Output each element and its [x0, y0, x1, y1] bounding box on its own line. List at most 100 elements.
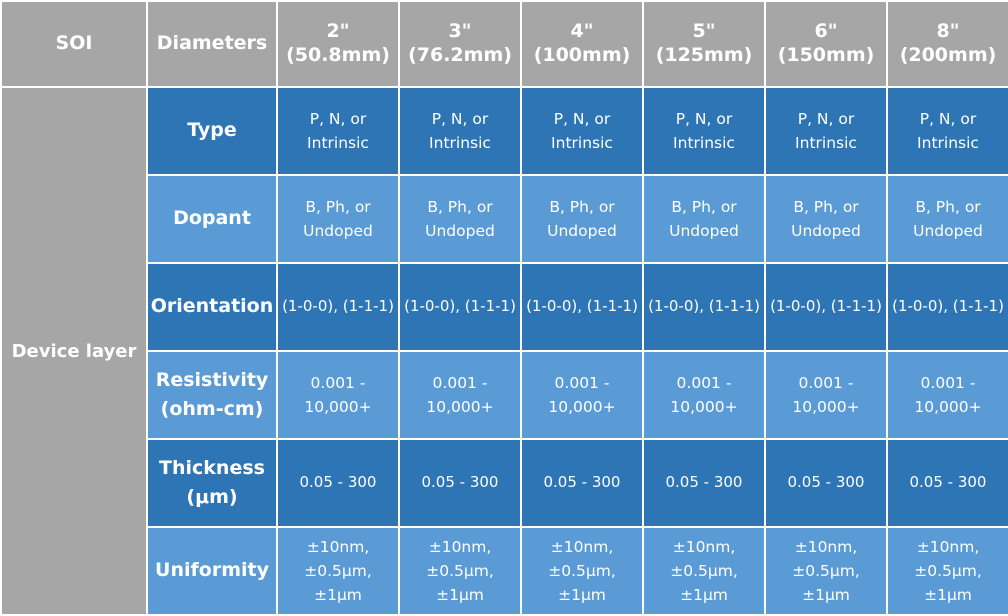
col-size: 2" [326, 20, 350, 43]
spec-value-line: Undoped [913, 222, 983, 240]
spec-value-line: P, N, or [431, 109, 489, 128]
spec-row: Thickness (μm) 0.05 - 300 0.05 - 300 0.05 - … [1, 438, 1008, 528]
spec-value-line: 10,000+ [670, 398, 738, 416]
spec-value-line: (1-0-0), (1-1-1) [892, 297, 1004, 316]
row-label-line: Thickness [159, 456, 265, 479]
spec-value-cell: 0.05 - 300 [398, 438, 522, 528]
spec-value-line: Undoped [303, 222, 373, 240]
spec-value-line: ±10nm, [672, 537, 736, 556]
spec-value-cell: (1-0-0), (1-1-1) [642, 262, 766, 352]
spec-value-cell: 0.001 - 10,000+ [398, 350, 522, 440]
spec-value-line: Intrinsic [673, 134, 735, 152]
col-header-6in: 6" (150mm) [764, 0, 888, 88]
spec-row: Resistivity (ohm-cm) 0.001 - 10,000+ 0.001 -… [1, 350, 1008, 440]
col-metric: (150mm) [777, 44, 875, 66]
spec-value-line: P, N, or [675, 109, 733, 128]
spec-row: Uniformity ±10nm, ±0.5μm, ±1μm ±10nm, ±0.5μm… [1, 526, 1008, 616]
corner-label: SOI [0, 0, 148, 88]
spec-value-line: ±10nm, [428, 537, 492, 556]
spec-value-line: B, Ph, or [671, 197, 737, 216]
col-header-5in: 5" (125mm) [642, 0, 766, 88]
spec-value-line: B, Ph, or [793, 197, 859, 216]
spec-value-cell: P, N, or Intrinsic [276, 86, 400, 176]
col-metric: (200mm) [899, 44, 997, 66]
spec-value-line: ±0.5μm, ±1μm [914, 561, 982, 604]
spec-value-cell: P, N, or Intrinsic [398, 86, 522, 176]
spec-value-line: Intrinsic [551, 134, 613, 152]
spec-value-line: 10,000+ [548, 398, 616, 416]
spec-value-line: 0.001 - [798, 373, 854, 392]
spec-row: Orientation (1-0-0), (1-1-1) (1-0-0), (1-1… [1, 262, 1008, 352]
spec-value-line: P, N, or [919, 109, 977, 128]
spec-value-line: Intrinsic [795, 134, 857, 152]
col-size: 5" [692, 20, 716, 43]
col-metric: (76.2mm) [408, 44, 512, 66]
row-label-line: Type [187, 119, 237, 142]
col-size: 8" [936, 20, 960, 43]
spec-value-line: Undoped [669, 222, 739, 240]
spec-value-line: Intrinsic [429, 134, 491, 152]
spec-row: Device layer Type P, N, or Intrinsic P, N, o… [0, 86, 1008, 616]
spec-value-cell: 0.05 - 300 [764, 438, 888, 528]
spec-value-line: 10,000+ [792, 398, 860, 416]
spec-value-line: (1-0-0), (1-1-1) [404, 297, 516, 316]
row-label: Thickness (μm) [146, 438, 278, 528]
header-row: SOI Diameters 2" (50.8mm) 3" (76.2mm) 4"… [0, 0, 1008, 88]
row-label: Type [146, 86, 278, 176]
col-header-4in: 4" (100mm) [520, 0, 644, 88]
spec-value-line: B, Ph, or [915, 197, 981, 216]
spec-value-cell: 0.05 - 300 [886, 438, 1008, 528]
spec-value-cell: 0.001 - 10,000+ [520, 350, 644, 440]
spec-value-cell: 0.001 - 10,000+ [642, 350, 766, 440]
spec-value-line: ±0.5μm, ±1μm [426, 561, 494, 604]
row-label-line: Uniformity [155, 559, 269, 582]
col-metric: (50.8mm) [286, 44, 390, 66]
spec-value-line: ±0.5μm, ±1μm [304, 561, 372, 604]
spec-value-cell: P, N, or Intrinsic [520, 86, 644, 176]
col-metric: (125mm) [655, 44, 753, 66]
spec-value-cell: (1-0-0), (1-1-1) [520, 262, 644, 352]
spec-value-line: P, N, or [309, 109, 367, 128]
spec-value-line: B, Ph, or [305, 197, 371, 216]
spec-value-line: 0.05 - 300 [421, 473, 499, 492]
spec-value-line: P, N, or [797, 109, 855, 128]
col-metric: (100mm) [533, 44, 631, 66]
col-size: 3" [448, 20, 472, 43]
spec-value-line: 0.05 - 300 [543, 473, 621, 492]
spec-value-line: 0.001 - [310, 373, 366, 392]
spec-value-line: Intrinsic [307, 134, 369, 152]
spec-value-line: ±0.5μm, ±1μm [670, 561, 738, 604]
spec-value-cell: ±10nm, ±0.5μm, ±1μm [520, 526, 644, 616]
spec-value-cell: 0.001 - 10,000+ [764, 350, 888, 440]
spec-value-cell: ±10nm, ±0.5μm, ±1μm [642, 526, 766, 616]
spec-value-cell: ±10nm, ±0.5μm, ±1μm [886, 526, 1008, 616]
spec-value-line: 0.001 - [554, 373, 610, 392]
spec-value-line: Undoped [425, 222, 495, 240]
spec-value-line: Undoped [791, 222, 861, 240]
spec-value-cell: B, Ph, or Undoped [520, 174, 644, 264]
spec-value-line: 0.001 - [432, 373, 488, 392]
diameters-header: Diameters [146, 0, 278, 88]
spec-value-line: ±0.5μm, ±1μm [548, 561, 616, 604]
spec-value-cell: 0.05 - 300 [642, 438, 766, 528]
spec-value-line: ±10nm, [306, 537, 370, 556]
row-label-line: Dopant [173, 207, 251, 230]
row-label-line: Resistivity [155, 368, 269, 391]
spec-value-line: (1-0-0), (1-1-1) [282, 297, 394, 316]
spec-value-cell: 0.001 - 10,000+ [276, 350, 400, 440]
row-label-line: (ohm-cm) [160, 398, 264, 420]
spec-value-line: 0.05 - 300 [665, 473, 743, 492]
spec-value-line: Undoped [547, 222, 617, 240]
row-label-line: (μm) [186, 486, 238, 508]
spec-value-cell: ±10nm, ±0.5μm, ±1μm [764, 526, 888, 616]
col-size: 4" [570, 20, 594, 43]
spec-value-cell: ±10nm, ±0.5μm, ±1μm [398, 526, 522, 616]
spec-value-line: (1-0-0), (1-1-1) [526, 297, 638, 316]
spec-value-cell: P, N, or Intrinsic [886, 86, 1008, 176]
spec-value-cell: P, N, or Intrinsic [642, 86, 766, 176]
spec-value-cell: 0.001 - 10,000+ [886, 350, 1008, 440]
spec-value-cell: B, Ph, or Undoped [886, 174, 1008, 264]
col-header-3in: 3" (76.2mm) [398, 0, 522, 88]
spec-value-cell: B, Ph, or Undoped [276, 174, 400, 264]
spec-value-line: ±10nm, [550, 537, 614, 556]
